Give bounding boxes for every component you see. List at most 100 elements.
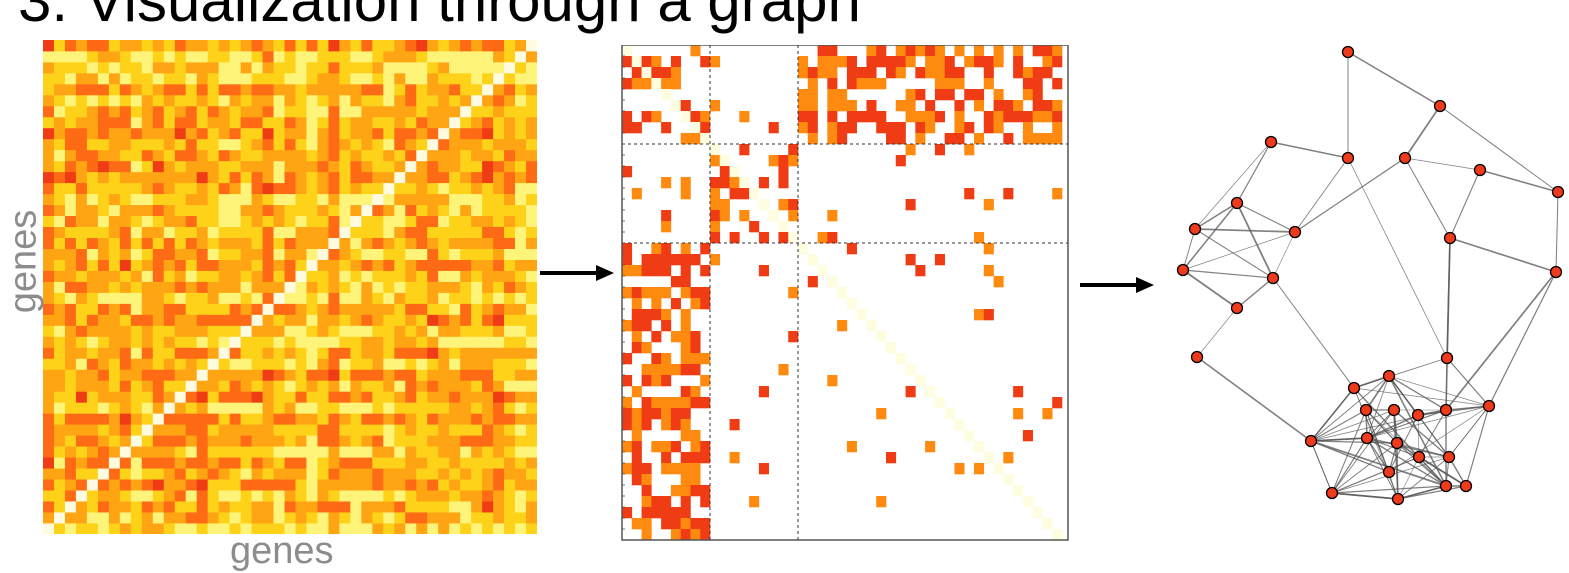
heatmap-cell [416, 468, 428, 480]
heatmap-cell [482, 490, 494, 502]
heatmap-cell [141, 468, 154, 480]
heatmap-cell [449, 105, 461, 118]
heatmap-cell [493, 292, 505, 304]
heatmap-cell [130, 446, 143, 458]
heatmap-cell [471, 127, 483, 140]
heatmap-cell [449, 512, 461, 524]
matrix-cell [680, 419, 691, 431]
heatmap-cell [394, 501, 406, 513]
heatmap-cell [526, 347, 537, 359]
matrix-cell [846, 243, 857, 255]
heatmap-cell [328, 479, 340, 491]
heatmap-cell [86, 116, 99, 129]
heatmap-cell [504, 402, 516, 414]
heatmap-cell [295, 116, 307, 129]
heatmap-cell [438, 149, 450, 162]
heatmap-cell [504, 105, 516, 118]
heatmap-cell [394, 215, 406, 228]
matrix-cell [925, 111, 936, 123]
graph-edge [1397, 456, 1450, 500]
heatmap-cell [438, 226, 450, 238]
heatmap-cell [240, 40, 252, 52]
heatmap-cell [394, 237, 406, 249]
matrix-cell [788, 331, 799, 343]
heatmap-cell [152, 380, 165, 392]
heatmap-cell [284, 72, 296, 85]
heatmap-cell [174, 237, 187, 249]
heatmap-cell [185, 303, 198, 315]
matrix-cell [788, 155, 799, 167]
graph-edge [1294, 157, 1349, 233]
heatmap-cell [218, 248, 231, 260]
heatmap-cell [97, 138, 110, 151]
heatmap-cell [504, 270, 516, 282]
heatmap-cell [449, 116, 461, 129]
heatmap-cell [526, 149, 537, 162]
heatmap-cell [262, 83, 274, 96]
heatmap-cell [383, 336, 395, 348]
heatmap-cell [350, 226, 362, 238]
heatmap-cell [504, 116, 516, 129]
heatmap-cell [284, 292, 296, 304]
heatmap-cell [196, 358, 209, 370]
matrix-cell [964, 188, 975, 200]
heatmap-cell [526, 94, 537, 107]
heatmap-cell [449, 402, 461, 414]
matrix-cell [827, 375, 838, 387]
heatmap-cell [251, 457, 263, 469]
heatmap-cell [515, 40, 527, 52]
heatmap-cell [306, 226, 318, 238]
matrix-cell [651, 287, 662, 299]
heatmap-cell [75, 358, 88, 370]
heatmap-cell [449, 259, 461, 271]
matrix-cell [680, 100, 691, 112]
heatmap-cell [240, 61, 252, 74]
heatmap-cell [229, 435, 241, 447]
heatmap-cell [504, 369, 516, 381]
heatmap-cell [416, 369, 428, 381]
heatmap-cell [471, 435, 483, 447]
gene-network-graph [1176, 45, 1565, 506]
heatmap-cell [405, 358, 417, 370]
matrix-cell [1003, 133, 1014, 145]
heatmap-cell [427, 325, 439, 337]
heatmap-cell [416, 490, 428, 502]
heatmap-cell [273, 149, 285, 162]
heatmap-cell [218, 94, 231, 107]
heatmap-cell [97, 380, 110, 392]
heatmap-cell [174, 336, 187, 348]
heatmap-cell [207, 149, 220, 162]
heatmap-cell [394, 182, 406, 195]
heatmap-cell [460, 358, 472, 370]
heatmap-cell [405, 226, 417, 238]
heatmap-cell [493, 402, 505, 414]
heatmap-cell [207, 479, 220, 491]
heatmap-cell [43, 358, 55, 370]
heatmap-cell [493, 50, 505, 63]
heatmap-cell [229, 446, 241, 458]
heatmap-cell [471, 303, 483, 315]
heatmap-cell [163, 182, 176, 195]
heatmap-cell [273, 424, 285, 436]
heatmap-cell [262, 40, 274, 52]
heatmap-cell [174, 457, 187, 469]
heatmap-cell [53, 380, 66, 392]
heatmap-cell [504, 50, 516, 63]
heatmap-cell [53, 457, 66, 469]
matrix-cell [719, 199, 730, 211]
heatmap-cell [185, 369, 198, 381]
heatmap-cell [152, 292, 165, 304]
heatmap-cell [350, 193, 362, 206]
heatmap-cell [196, 259, 209, 271]
heatmap-cell [53, 281, 66, 293]
heatmap-cell [449, 193, 461, 206]
matrix-cell [631, 309, 642, 321]
heatmap-cell [295, 303, 307, 315]
matrix-cell [798, 111, 809, 123]
heatmap-cell [108, 369, 121, 381]
heatmap-cell [350, 391, 362, 403]
heatmap-cell [163, 325, 176, 337]
heatmap-cell [97, 314, 110, 326]
heatmap-cell [361, 292, 373, 304]
heatmap-cell [350, 116, 362, 129]
